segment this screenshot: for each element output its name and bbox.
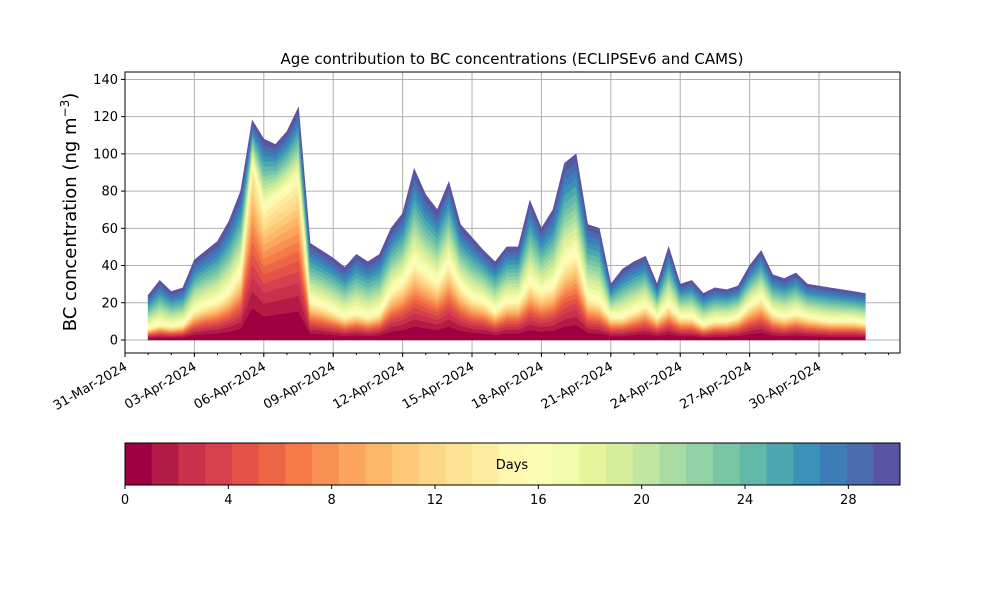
colorbar-swatch: [178, 443, 206, 485]
colorbar-swatch: [445, 443, 473, 485]
colorbar-frame: [124, 442, 901, 486]
colorbar-tick-label: 0: [121, 493, 129, 508]
y-tick-label: 140: [93, 73, 118, 88]
x-tick-label: 31-Mar-2024: [51, 359, 130, 413]
y-tick-label: 20: [101, 296, 118, 311]
y-tick-label: 100: [93, 147, 118, 162]
colorbar-swatch: [552, 443, 580, 485]
x-tick-label: 09-Apr-2024: [261, 359, 338, 412]
y-axis: 0 20 40 60 80 100 120 140: [93, 73, 125, 348]
colorbar-tick-label: 16: [530, 493, 547, 508]
colorbar-tick-label: 4: [224, 493, 232, 508]
age-layer-day-28: [147, 106, 866, 299]
stacked-areas: [147, 106, 866, 341]
y-axis-label-main: BC concentration (ng m: [60, 117, 81, 331]
colorbar-swatch: [686, 443, 714, 485]
colorbar: 0 4 8 12 16 20 24 28: [121, 442, 901, 508]
colorbar-swatch: [125, 443, 153, 485]
colorbar-swatch: [525, 443, 553, 485]
y-tick-label: 40: [101, 259, 118, 274]
colorbar-tick-label: 28: [840, 493, 857, 508]
colorbar-swatch: [392, 443, 420, 485]
colorbar-swatch: [819, 443, 847, 485]
chart-title: Age contribution to BC concentrations (E…: [281, 50, 744, 68]
colorbar-swatch: [312, 443, 340, 485]
x-tick-label: 06-Apr-2024: [192, 359, 269, 412]
colorbar-tick-label: 8: [328, 493, 336, 508]
colorbar-swatch: [205, 443, 233, 485]
plot-area: [124, 71, 901, 354]
x-tick-label: 21-Apr-2024: [539, 359, 616, 412]
y-tick-label: 120: [93, 110, 118, 125]
colorbar-swatch: [285, 443, 313, 485]
colorbar-swatch: [499, 443, 527, 485]
colorbar-swatch: [846, 443, 874, 485]
colorbar-swatch: [418, 443, 447, 485]
x-tick-label: 24-Apr-2024: [608, 359, 685, 412]
colorbar-swatch: [472, 443, 500, 485]
colorbar-tick-label: 24: [737, 493, 754, 508]
colorbar-swatch: [659, 443, 687, 485]
x-tick-label: 12-Apr-2024: [330, 359, 407, 412]
colorbar-tick-label: 12: [427, 493, 444, 508]
x-tick-label: 30-Apr-2024: [747, 359, 824, 412]
colorbar-swatch: [632, 443, 660, 485]
colorbar-swatch: [739, 443, 767, 485]
colorbar-swatch: [766, 443, 794, 485]
colorbar-label: Days: [496, 458, 529, 473]
y-tick-label: 0: [110, 333, 118, 348]
x-tick-label: 18-Apr-2024: [469, 359, 546, 412]
colorbar-swatch: [365, 443, 393, 485]
colorbar-swatch: [579, 443, 607, 485]
x-axis: 31-Mar-202403-Apr-202406-Apr-202409-Apr-…: [51, 353, 889, 414]
colorbar-swatch: [338, 443, 366, 485]
x-tick-label: 15-Apr-2024: [400, 359, 477, 412]
colorbar-swatch: [873, 443, 901, 485]
x-tick-label: 27-Apr-2024: [678, 359, 755, 412]
y-axis-label-superscript: −3: [58, 100, 72, 118]
colorbar-tick-label: 20: [633, 493, 650, 508]
x-tick-label: 03-Apr-2024: [122, 359, 199, 412]
plot-frame: [124, 71, 901, 354]
y-axis-label: BC concentration (ng m−3): [58, 93, 81, 332]
colorbar-swatch: [231, 443, 260, 485]
colorbar-swatch: [606, 443, 634, 485]
colorbar-swatch: [151, 443, 179, 485]
y-axis-label-close: ): [60, 93, 81, 100]
y-tick-label: 60: [101, 222, 118, 237]
colorbar-swatch: [258, 443, 286, 485]
y-tick-label: 80: [101, 185, 118, 200]
colorbar-swatch: [712, 443, 741, 485]
colorbar-swatch: [793, 443, 821, 485]
